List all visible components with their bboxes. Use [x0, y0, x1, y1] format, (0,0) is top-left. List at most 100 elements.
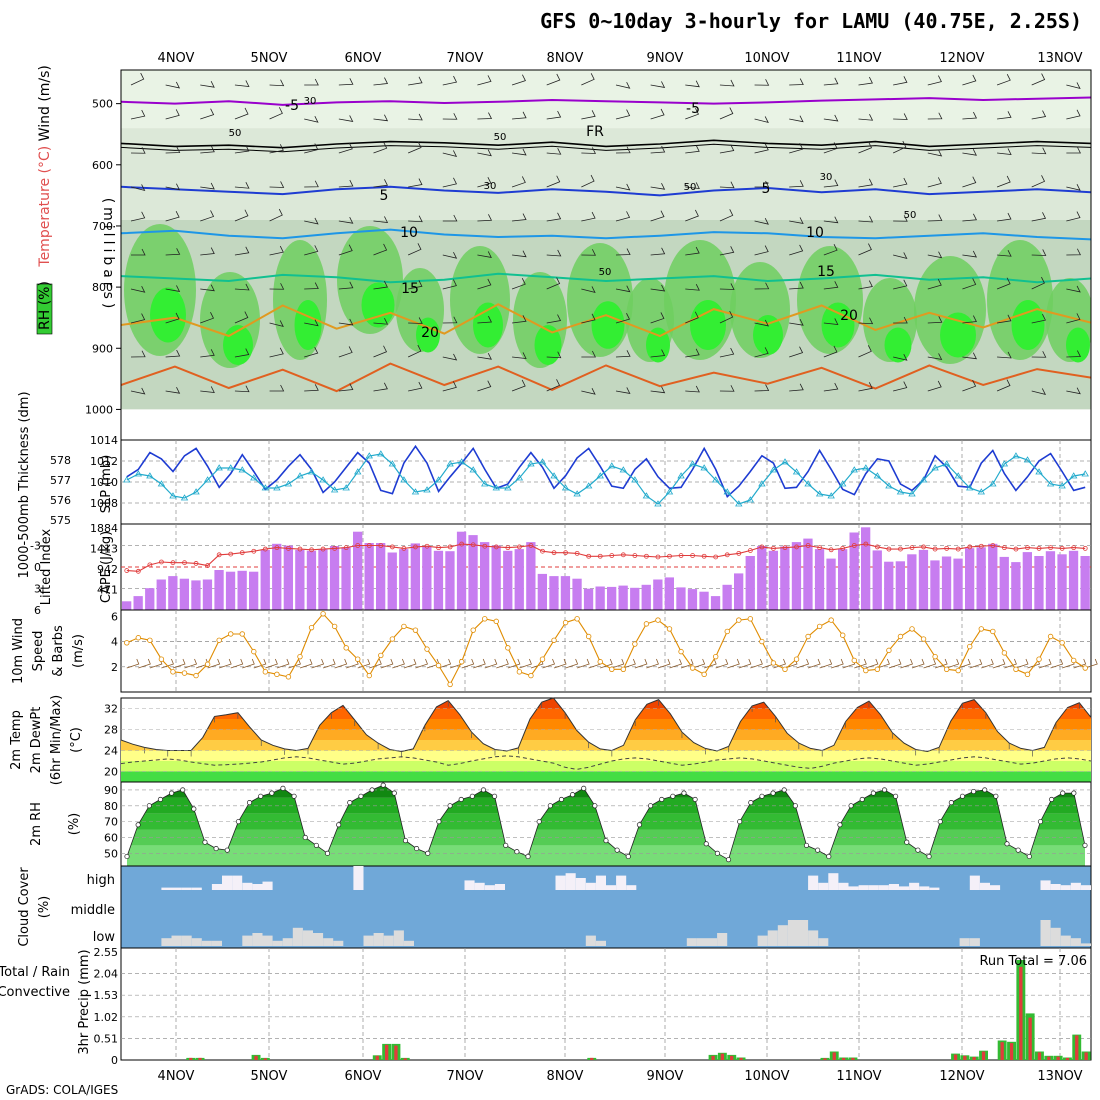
precip-convective-bar [1019, 966, 1023, 1060]
wind10m-ylabel2: Speed [31, 631, 46, 672]
lifted-index-point [251, 548, 257, 554]
wind-barb [789, 180, 804, 188]
wind10m-barb [600, 658, 613, 669]
wind-barb [304, 245, 319, 256]
wind-barb [408, 113, 423, 121]
cape-bar [872, 550, 882, 610]
rh2m-point [224, 847, 230, 853]
wind-barb [858, 141, 873, 154]
precip-convective-bar [711, 1055, 715, 1060]
low-cloud-bar [959, 938, 970, 946]
pressure-tick-label: 1000 [85, 403, 113, 416]
isotherm-line [121, 362, 1091, 393]
wind-barb [373, 77, 389, 86]
wind-barb [1066, 109, 1081, 120]
pressure-tick-label: 600 [92, 159, 113, 172]
day-label: 5NOV [251, 51, 288, 66]
wind-barb [373, 243, 388, 256]
rh2m-point [191, 806, 197, 812]
precip-grid [121, 948, 1091, 1060]
wind10m-point [297, 653, 303, 660]
thickness-point [354, 468, 362, 475]
wind10m-tick-label: 4 [111, 636, 118, 649]
wind-barb [165, 109, 180, 120]
lifted-index-point [678, 553, 684, 558]
wind-barb [615, 109, 631, 120]
wind10m-barb [565, 658, 579, 669]
wind-barb [858, 215, 874, 223]
rh-blob [821, 302, 855, 348]
wind-barb [823, 216, 839, 224]
rh2m-point [469, 793, 475, 799]
lifted-index-point [759, 544, 765, 550]
wind10m-point [435, 662, 442, 669]
cape-bar [122, 601, 132, 610]
wind-barb [581, 387, 596, 395]
wind-barb [131, 248, 146, 256]
wind-barb [962, 213, 977, 222]
rh2m-panel: 90 80 70 60 50 2m RH (%) [29, 781, 1092, 867]
precip-convective-label: Convective [0, 985, 70, 1000]
wind-barb [234, 182, 250, 189]
cape-bar [537, 573, 547, 610]
wind10m-barb [611, 658, 625, 669]
wind10m-point [539, 656, 546, 662]
wind-barb [754, 116, 769, 123]
lifted-index-point [609, 553, 615, 558]
wind-barb [165, 81, 181, 89]
wind-barb [546, 351, 562, 359]
thickness-point [700, 464, 708, 471]
cape-bar [722, 584, 732, 610]
lifted-index-point [955, 546, 961, 552]
wind10m-barb [138, 658, 151, 669]
rh2m-point [948, 800, 954, 806]
lifted-index-point [1071, 545, 1077, 551]
lifted-index-line [124, 541, 1088, 574]
rh2m-point [592, 803, 598, 809]
wind-barb [754, 245, 769, 256]
lifted-index-point [424, 543, 430, 549]
cape-bar [826, 558, 836, 610]
cape-bar [1011, 562, 1021, 610]
rh2m-point [815, 847, 821, 853]
wind-barb [130, 285, 146, 293]
wind10m-point [678, 648, 684, 655]
cape-bar [757, 546, 767, 610]
wind-barb [719, 347, 735, 358]
wind-barb [477, 251, 492, 258]
low-cloud-bar [1050, 927, 1061, 946]
wind-barb [615, 248, 631, 256]
wind-barb [823, 318, 839, 325]
high-cloud-bar [222, 875, 233, 890]
rh2m-point [380, 782, 386, 788]
wind-barb [234, 107, 249, 120]
wind10m-point [308, 624, 315, 631]
wind-barb [407, 141, 422, 154]
lifted-index-point [366, 543, 372, 548]
cape-tick-label: 1413 [90, 543, 118, 556]
thickness-point [238, 466, 246, 473]
wind10m-point [851, 657, 857, 664]
low-cloud-bar [282, 938, 293, 946]
rh-band [127, 845, 1085, 866]
high-cloud-bar [464, 880, 475, 890]
cape-bar [503, 550, 513, 610]
lifted-index-tick-label: 0 [34, 561, 41, 574]
wind10m-point [897, 633, 904, 640]
wind-barb [858, 345, 872, 358]
day-label: 10NOV [744, 51, 789, 66]
precip-convective-bar [385, 1044, 389, 1060]
wind-barb [650, 386, 666, 394]
rh2m-point [748, 800, 754, 806]
lifted-index-point [343, 545, 349, 551]
high-cloud-bar [838, 882, 849, 890]
wind10m-barb [207, 658, 221, 669]
wind-barb [823, 281, 839, 290]
cape-bar [549, 576, 559, 610]
wind10m-point [713, 653, 719, 660]
high-cloud-bar [252, 884, 263, 890]
wind10m-barb [923, 658, 937, 669]
rh2m-ylabel2: (%) [67, 813, 82, 836]
footer-credit: GrADS: COLA/IGES [6, 1083, 118, 1097]
precip-convective-bar [1075, 1035, 1079, 1060]
